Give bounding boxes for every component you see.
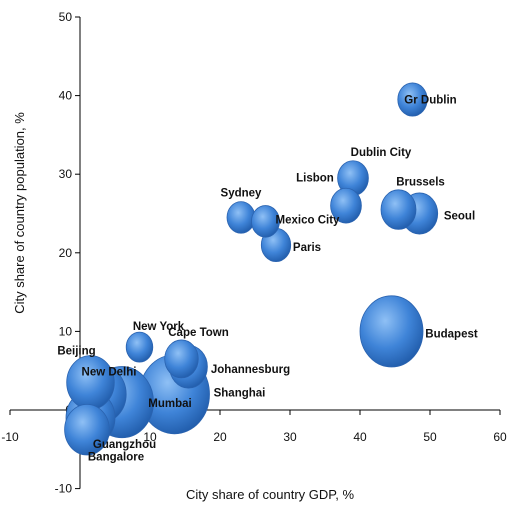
bubble-label-new-york: New York xyxy=(133,321,185,333)
bubble-beijing xyxy=(66,355,115,410)
bubble-label-lisbon: Lisbon xyxy=(296,173,334,185)
bubble-label-new-delhi: New Delhi xyxy=(82,366,137,378)
y-tick-label: 40 xyxy=(59,89,73,103)
x-tick-label: -10 xyxy=(1,430,19,444)
bubble-gr-dublin xyxy=(397,82,428,117)
y-tick-label: 10 xyxy=(59,324,73,338)
bubble-label-gr-dublin: Gr Dublin xyxy=(404,95,456,107)
bubble-label-budapest: Budapest xyxy=(425,328,478,340)
bubble-label-cape-town: Cape Town xyxy=(168,327,228,339)
y-axis-title: City share of country population, % xyxy=(12,112,27,314)
bubble-label-mexico-city: Mexico City xyxy=(276,214,341,226)
bubble-lisbon xyxy=(330,187,362,224)
bubble-cape-town xyxy=(164,339,199,379)
bubble-label-guangzhou: Guangzhou xyxy=(93,439,156,451)
bubble-label-brussels: Brussels xyxy=(396,177,445,189)
y-tick-label: 30 xyxy=(59,167,73,181)
x-tick-label: 30 xyxy=(283,430,297,444)
bubble-labels-layer: Gr Dublin Dublin City Lisbon Brussels Seoul S… xyxy=(57,95,478,464)
y-tick-label: -10 xyxy=(55,482,73,496)
bubble-label-bangalore: Bangalore xyxy=(88,452,144,464)
x-tick-label: 40 xyxy=(353,430,367,444)
x-tick-label: 50 xyxy=(423,430,437,444)
x-tick-label: 60 xyxy=(493,430,507,444)
bubble-label-sydney: Sydney xyxy=(221,187,263,199)
bubble-label-seoul: Seoul xyxy=(444,211,475,223)
bubble-label-paris: Paris xyxy=(293,242,321,254)
bubble-label-johannesburg: Johannesburg xyxy=(211,364,290,376)
y-tick-label: 20 xyxy=(59,246,73,260)
x-tick-label: 20 xyxy=(213,430,227,444)
bubbles-layer xyxy=(64,82,439,456)
bubble-bangalore xyxy=(64,403,110,456)
x-tick-label: 10 xyxy=(143,430,157,444)
bubble-label-beijing: Beijing xyxy=(57,345,95,357)
bubble-label-dublin-city: Dublin City xyxy=(351,147,412,159)
bubble-label-shanghai: Shanghai xyxy=(214,387,266,399)
bubble-label-mumbai: Mumbai xyxy=(148,398,191,410)
x-axis-title: City share of country GDP, % xyxy=(186,487,355,502)
bubble-budapest xyxy=(359,295,424,368)
bubble-sydney xyxy=(226,201,256,234)
bubble-brussels xyxy=(380,189,417,230)
bubble-new-york xyxy=(125,331,154,363)
y-tick-label: 50 xyxy=(59,10,73,24)
bubble-mexico-city xyxy=(251,205,280,238)
